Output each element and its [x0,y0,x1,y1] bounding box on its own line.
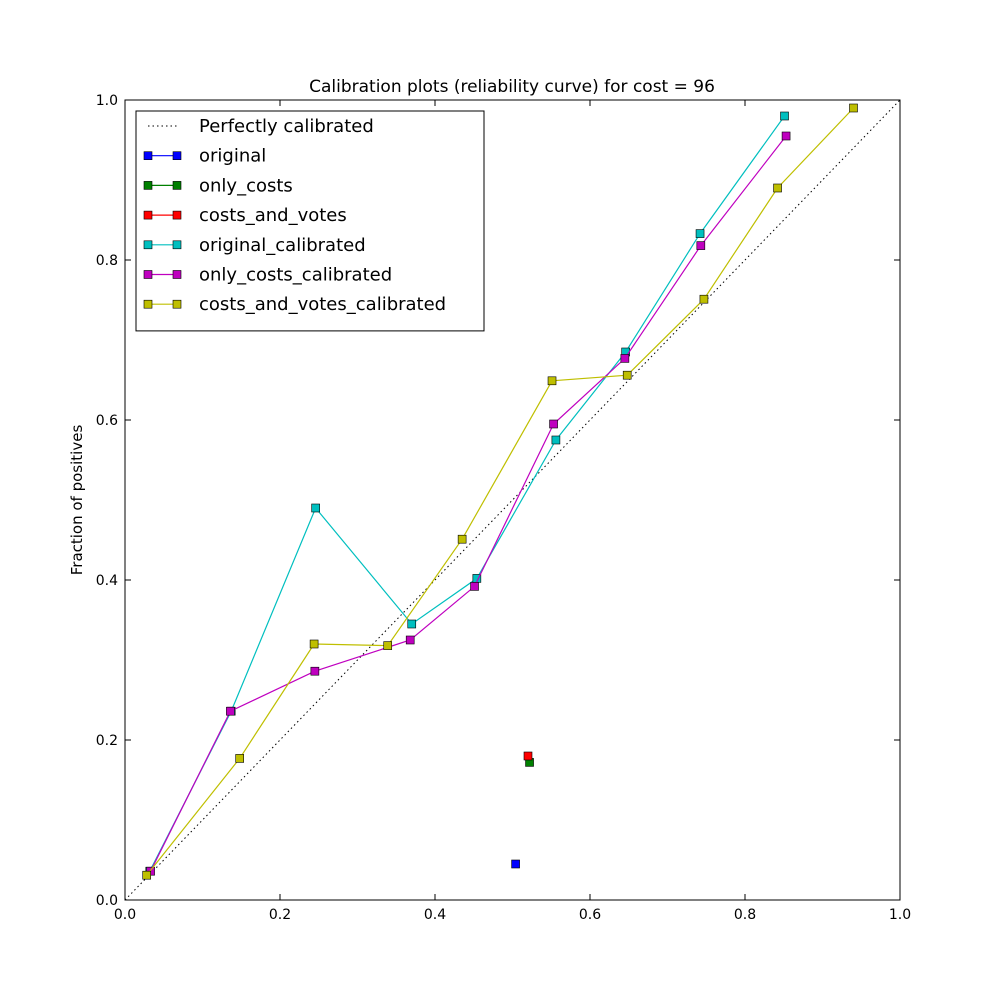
y-tick-label: 0.2 [96,733,118,749]
data-point [309,639,319,649]
legend-entry-Perfectly calibrated: Perfectly calibrated [148,116,374,137]
series-original [511,859,520,869]
legend-entry-costs_and_votes_calibrated: costs_and_votes_calibrated [143,294,446,315]
x-tick-label: 0.8 [734,907,756,923]
legend-label: original_calibrated [199,235,366,256]
data-point [547,376,557,386]
data-point [405,635,415,645]
legend-label: costs_and_votes [199,205,347,226]
legend-swatch-marker [143,270,153,279]
legend-label: costs_and_votes_calibrated [199,294,446,315]
legend-entry-only_costs: only_costs [143,175,293,196]
data-point [235,754,244,763]
legend-swatch-marker [172,270,182,279]
data-point [849,103,858,113]
series-costs_and_votes_calibrated [142,103,858,880]
legend-swatch-marker [143,240,153,250]
data-point [780,111,789,121]
data-point [142,870,151,880]
x-tick-label: 0.6 [579,907,601,923]
x-tick-label: 1.0 [889,907,911,923]
data-point [523,751,533,761]
legend-swatch-marker [143,299,153,309]
legend: Perfectly calibrated original only_costsco… [135,110,485,332]
reference-line [124,99,901,901]
data-point [699,294,709,304]
data-point [551,435,561,445]
legend-entry-only_costs_calibrated: only_costs_calibrated [143,265,392,286]
data-point [311,503,320,513]
y-tick-label: 0.4 [96,573,118,589]
legend-box [135,110,485,332]
legend-swatch-marker [172,299,182,309]
legend-swatch-marker [143,210,153,220]
data-point [310,666,320,676]
data-point [549,419,558,429]
series-line [146,107,854,876]
legend-swatch-marker [172,181,182,190]
y-tick-label: 0.6 [96,413,118,429]
y-axis-label: Fraction of positives [68,425,86,576]
plot-area: 0.0 0.2 0.4 0.6 0.8 1.0 0.0 0.2 0.4 0.6 0.8 1.0 [96,93,911,923]
x-tick-label: 0.2 [269,907,291,923]
legend-label: only_costs [199,175,293,196]
data-point [781,131,791,141]
data-point [695,229,705,238]
legend-swatch-marker [172,240,182,250]
legend-swatch-marker [172,210,182,220]
legend-swatch-marker [143,151,153,160]
y-tick-label: 0.8 [96,253,118,269]
data-point [696,241,706,250]
series-costs_and_votes [523,751,533,761]
plot-frame [124,99,901,901]
x-tick-label: 0.4 [424,907,446,923]
y-tick-label: 0.0 [96,893,118,909]
legend-swatch-marker [172,151,182,160]
legend-label: Perfectly calibrated [199,116,374,137]
legend-swatch-marker [143,181,153,190]
y-tick-label: 1.0 [96,93,118,109]
legend-label: original [199,146,266,167]
chart-title: Calibration plots (reliability curve) fo… [309,77,715,97]
legend-entry-costs_and_votes: costs_and_votes [143,205,347,226]
legend-entry-original: original [143,146,266,167]
data-point [470,582,479,591]
data-point [511,859,520,869]
data-point [620,354,630,363]
data-point [383,641,393,650]
data-point [622,370,632,380]
legend-label: only_costs_calibrated [199,265,392,286]
x-tick-label: 0.0 [114,907,136,923]
legend-entry-original_calibrated: original_calibrated [143,235,366,256]
data-point [457,534,467,544]
data-point [407,619,417,629]
data-point [226,706,235,716]
data-point [773,183,782,193]
